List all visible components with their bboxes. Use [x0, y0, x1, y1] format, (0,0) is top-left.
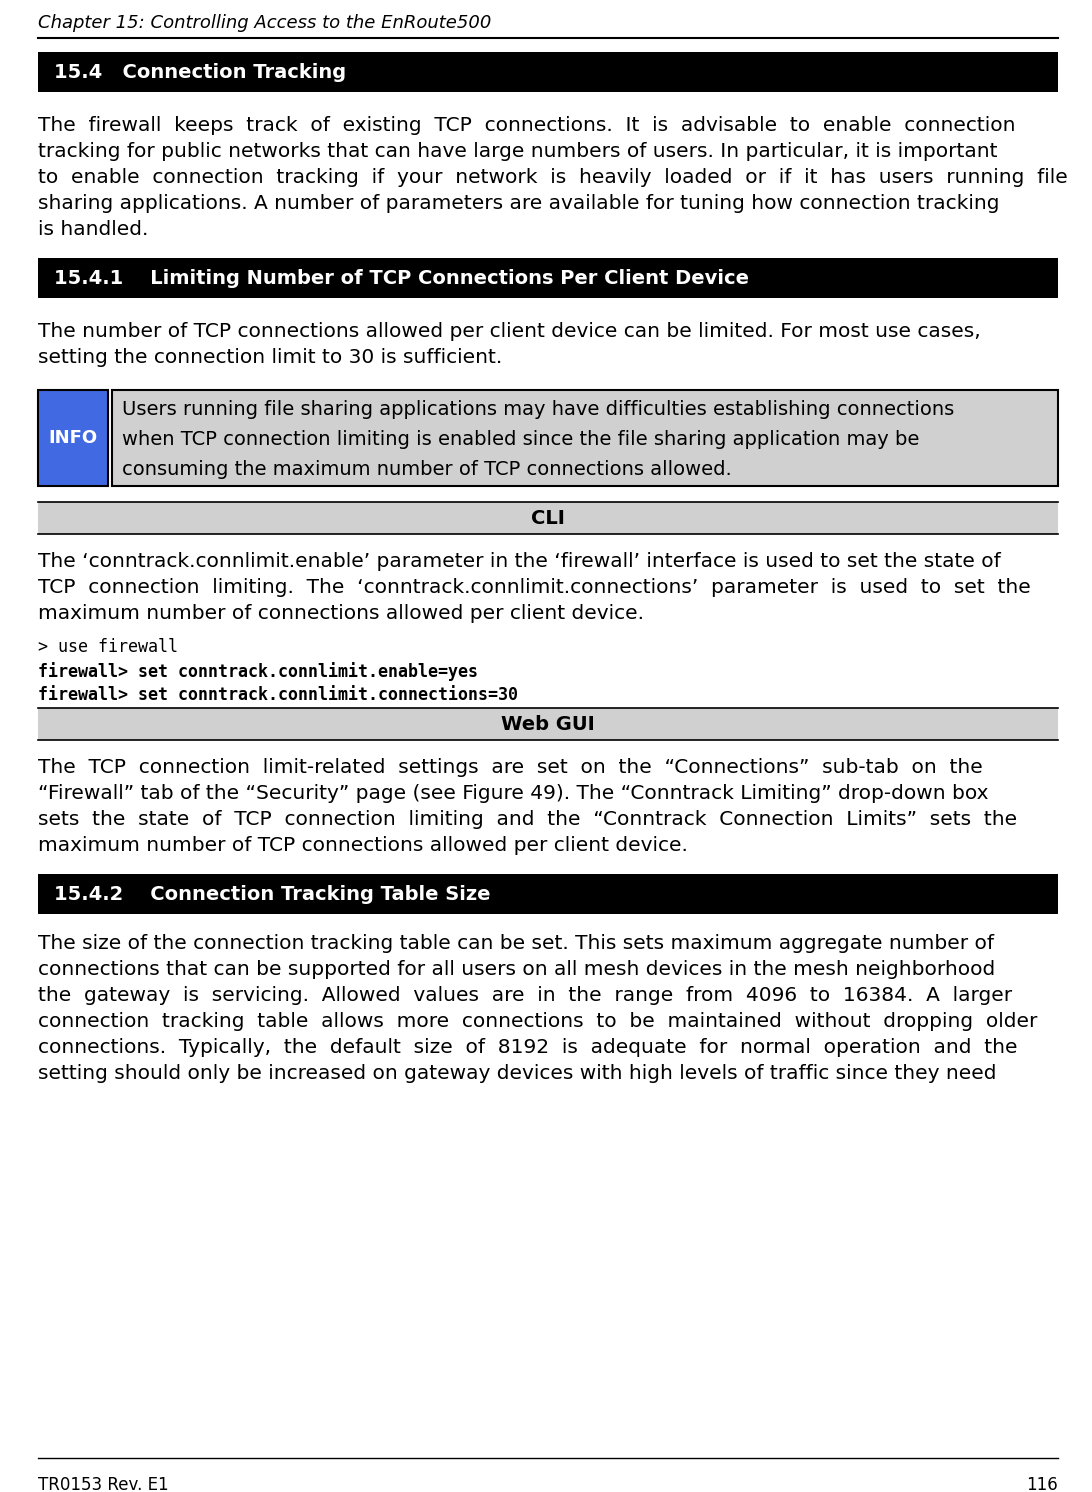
Text: The  firewall  keeps  track  of  existing  TCP  connections.  It  is  advisable : The firewall keeps track of existing TCP… — [38, 116, 1016, 134]
Text: to  enable  connection  tracking  if  your  network  is  heavily  loaded  or  if: to enable connection tracking if your ne… — [38, 169, 1068, 186]
Text: The number of TCP connections allowed per client device can be limited. For most: The number of TCP connections allowed pe… — [38, 322, 981, 342]
Text: connections that can be supported for all users on all mesh devices in the mesh : connections that can be supported for al… — [38, 959, 995, 979]
Text: when TCP connection limiting is enabled since the file sharing application may b: when TCP connection limiting is enabled … — [122, 430, 919, 449]
Text: setting should only be increased on gateway devices with high levels of traffic : setting should only be increased on gate… — [38, 1064, 997, 1083]
Text: Web GUI: Web GUI — [501, 715, 595, 734]
Text: firewall> set conntrack.connlimit.enable=yes: firewall> set conntrack.connlimit.enable… — [38, 662, 478, 680]
Text: 15.4   Connection Tracking: 15.4 Connection Tracking — [54, 63, 346, 82]
Text: “Firewall” tab of the “Security” page (see Figure 49). The “Conntrack Limiting” : “Firewall” tab of the “Security” page (s… — [38, 783, 988, 803]
Text: consuming the maximum number of TCP connections allowed.: consuming the maximum number of TCP conn… — [122, 460, 732, 479]
Bar — [112, 389, 1058, 486]
Text: INFO: INFO — [48, 430, 97, 448]
Bar — [38, 709, 1058, 740]
Text: TCP  connection  limiting.  The  ‘conntrack.connlimit.connections’  parameter  i: TCP connection limiting. The ‘conntrack.… — [38, 577, 1031, 597]
Text: tracking for public networks that can have large numbers of users. In particular: tracking for public networks that can ha… — [38, 142, 997, 161]
Text: sharing applications. A number of parameters are available for tuning how connec: sharing applications. A number of parame… — [38, 194, 999, 213]
Text: sets  the  state  of  TCP  connection  limiting  and  the  “Conntrack  Connectio: sets the state of TCP connection limitin… — [38, 810, 1017, 830]
Text: setting the connection limit to 30 is sufficient.: setting the connection limit to 30 is su… — [38, 348, 502, 367]
Text: Users running file sharing applications may have difficulties establishing conne: Users running file sharing applications … — [122, 400, 954, 419]
Text: firewall> set conntrack.connlimit.connections=30: firewall> set conntrack.connlimit.connec… — [38, 686, 518, 704]
Text: 15.4.1    Limiting Number of TCP Connections Per Client Device: 15.4.1 Limiting Number of TCP Connection… — [54, 269, 749, 288]
Text: maximum number of TCP connections allowed per client device.: maximum number of TCP connections allowe… — [38, 836, 688, 855]
Text: the  gateway  is  servicing.  Allowed  values  are  in  the  range  from  4096  : the gateway is servicing. Allowed values… — [38, 986, 1012, 1006]
Text: connection  tracking  table  allows  more  connections  to  be  maintained  with: connection tracking table allows more co… — [38, 1012, 1037, 1031]
Bar — [38, 389, 108, 486]
Text: CLI: CLI — [531, 509, 565, 528]
Text: The ‘conntrack.connlimit.enable’ parameter in the ‘firewall’ interface is used t: The ‘conntrack.connlimit.enable’ paramet… — [38, 552, 1000, 571]
Text: is handled.: is handled. — [38, 219, 149, 239]
Text: 15.4.2    Connection Tracking Table Size: 15.4.2 Connection Tracking Table Size — [54, 885, 490, 904]
Text: connections.  Typically,  the  default  size  of  8192  is  adequate  for  norma: connections. Typically, the default size… — [38, 1038, 1018, 1056]
Text: The  TCP  connection  limit-related  settings  are  set  on  the  “Connections” : The TCP connection limit-related setting… — [38, 758, 983, 777]
Text: 116: 116 — [1026, 1476, 1058, 1492]
Bar — [38, 501, 1058, 534]
Bar — [38, 258, 1058, 298]
Text: > use firewall: > use firewall — [38, 639, 178, 656]
Bar — [38, 52, 1058, 93]
Text: TR0153 Rev. E1: TR0153 Rev. E1 — [38, 1476, 168, 1492]
Bar — [38, 874, 1058, 915]
Text: maximum number of connections allowed per client device.: maximum number of connections allowed pe… — [38, 604, 644, 624]
Text: The size of the connection tracking table can be set. This sets maximum aggregat: The size of the connection tracking tabl… — [38, 934, 994, 953]
Text: Chapter 15: Controlling Access to the EnRoute500: Chapter 15: Controlling Access to the En… — [38, 13, 491, 31]
